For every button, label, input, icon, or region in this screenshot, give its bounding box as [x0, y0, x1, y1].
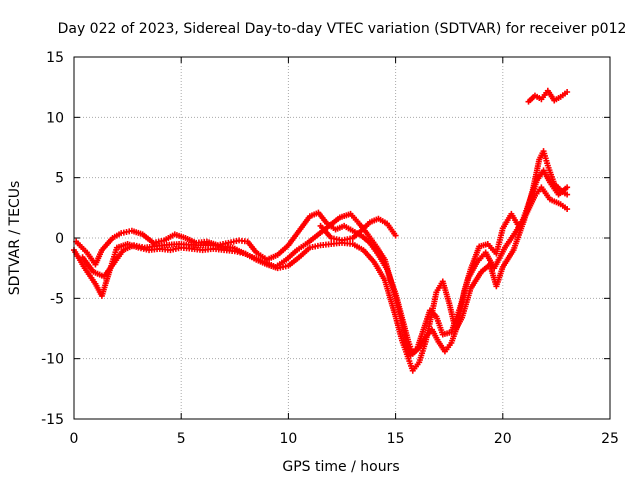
y-tick-label: 10	[46, 110, 64, 126]
chart-title: Day 022 of 2023, Sidereal Day-to-day VTE…	[58, 21, 627, 37]
data-point	[564, 206, 571, 213]
y-tick-label: 15	[46, 50, 64, 66]
series-trace-a	[71, 148, 571, 374]
data-point	[564, 88, 571, 95]
series-trace-c	[79, 184, 571, 359]
x-tick-label: 15	[387, 431, 405, 447]
x-tick-label: 5	[177, 431, 186, 447]
x-tick-label: 20	[494, 431, 512, 447]
y-tick-label: -10	[41, 352, 64, 368]
data-point	[392, 232, 399, 239]
y-axis-label: SDTVAR / TECUs	[7, 181, 23, 296]
y-tick-label: 5	[55, 171, 64, 187]
data-points	[71, 87, 571, 374]
series-trace-d	[317, 215, 399, 244]
y-tick-label: -5	[50, 291, 64, 307]
x-tick-label: 10	[279, 431, 297, 447]
series-trace-e	[525, 87, 571, 105]
y-tick-label: -15	[41, 412, 64, 428]
data-point	[564, 184, 571, 191]
x-tick-label: 25	[601, 431, 619, 447]
x-axis-label: GPS time / hours	[282, 459, 399, 475]
axis-ticks: 0 5 10 15 20 25 -15 -10 -5 0 5 10 15	[41, 50, 619, 447]
data-point	[564, 191, 571, 198]
x-tick-label: 0	[70, 431, 79, 447]
y-tick-label: 0	[55, 231, 64, 247]
